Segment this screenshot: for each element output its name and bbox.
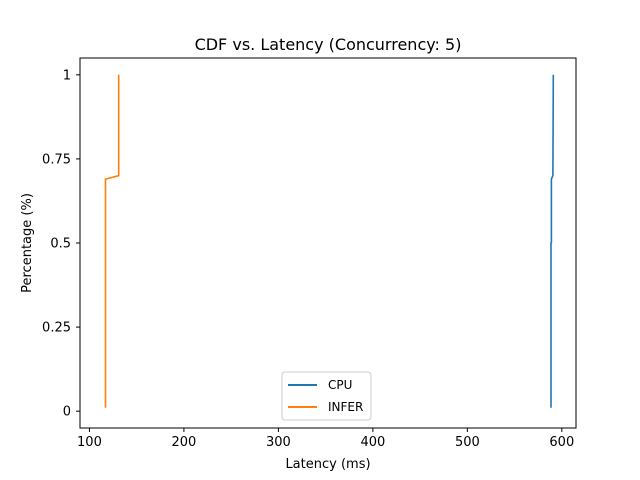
- y-axis-label: Percentage (%): [20, 193, 35, 293]
- y-tick-label: 0.5: [50, 237, 71, 252]
- series-lines: [104, 74, 555, 408]
- chart-title: CDF vs. Latency (Concurrency: 5): [195, 35, 462, 54]
- x-tick-label: 600: [549, 435, 574, 450]
- legend: CPU INFER: [281, 371, 372, 421]
- y-tick-label: 1: [63, 68, 71, 83]
- series-line-infer: [104, 74, 120, 408]
- x-tick-label: 300: [266, 435, 291, 450]
- y-tick-label: 0.25: [42, 321, 71, 336]
- legend-label-cpu: CPU: [328, 378, 352, 392]
- legend-label-infer: INFER: [328, 400, 363, 414]
- plot-frame: [79, 57, 577, 429]
- x-tick-label: 400: [360, 435, 385, 450]
- y-tick-label: 0: [63, 405, 71, 420]
- x-tick-label: 500: [455, 435, 480, 450]
- x-tick-label: 100: [77, 435, 102, 450]
- x-tick-label: 200: [172, 435, 197, 450]
- x-axis-label: Latency (ms): [285, 457, 370, 472]
- axes: 100 200 300 400 500 600 0 0.25 0.5 0.75 1: [42, 68, 574, 450]
- series-line-cpu: [550, 74, 555, 408]
- y-tick-label: 0.75: [42, 152, 71, 167]
